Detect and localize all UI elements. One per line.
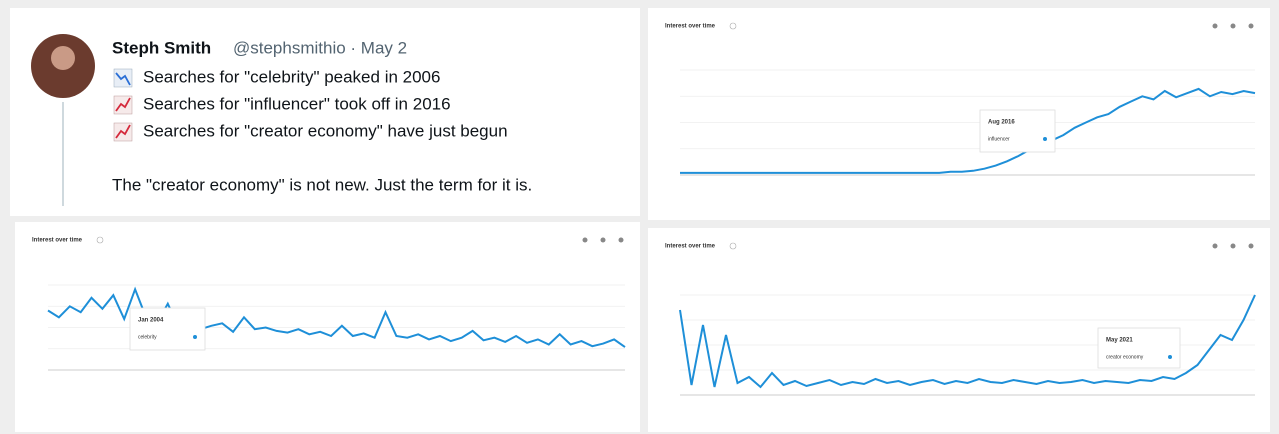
tooltip-date: May 2021	[1106, 338, 1133, 344]
panel-title: Interest over time	[665, 24, 716, 30]
panel-title: Interest over time	[32, 238, 83, 244]
help-icon[interactable]	[96, 236, 104, 244]
chart-panel	[648, 8, 1270, 220]
tweet-line: Searches for "influencer" took off in 20…	[143, 94, 451, 113]
tweet-line: Searches for "creator economy" have just…	[143, 121, 508, 140]
trend-line	[679, 294, 1256, 389]
tweet-body: The "creator economy" is not new. Just t…	[112, 175, 532, 194]
tooltip-term: influencer	[988, 136, 1010, 142]
tooltip-swatch	[1043, 137, 1047, 141]
author-name[interactable]: Steph Smith	[112, 38, 211, 57]
tooltip-date: Jan 2004	[138, 318, 164, 324]
tooltip-date: Aug 2016	[988, 120, 1015, 126]
tooltip	[1097, 327, 1181, 369]
help-icon[interactable]	[729, 242, 737, 250]
share-icon[interactable]	[1248, 243, 1254, 249]
tooltip	[129, 307, 206, 351]
tooltip-swatch	[1168, 355, 1172, 359]
embed-icon[interactable]	[600, 237, 606, 243]
avatar-face	[51, 46, 75, 70]
tooltip-term: creator economy	[1106, 354, 1144, 360]
panel-title: Interest over time	[665, 244, 716, 250]
chart-panel	[15, 222, 640, 432]
embed-icon[interactable]	[1230, 23, 1236, 29]
share-icon[interactable]	[618, 237, 624, 243]
tooltip-term: celebrity	[138, 334, 157, 340]
tooltip-swatch	[193, 335, 197, 339]
download-icon[interactable]	[582, 237, 588, 243]
tooltip	[979, 109, 1056, 153]
help-icon[interactable]	[729, 22, 737, 30]
tweet-line: Searches for "celebrity" peaked in 2006	[143, 67, 440, 86]
embed-icon[interactable]	[1230, 243, 1236, 249]
trend-line	[680, 87, 1256, 174]
author-handle[interactable]: @stephsmithio · May 2	[233, 38, 407, 57]
share-icon[interactable]	[1248, 23, 1254, 29]
download-icon[interactable]	[1212, 243, 1218, 249]
download-icon[interactable]	[1212, 23, 1218, 29]
emoji	[113, 68, 133, 142]
